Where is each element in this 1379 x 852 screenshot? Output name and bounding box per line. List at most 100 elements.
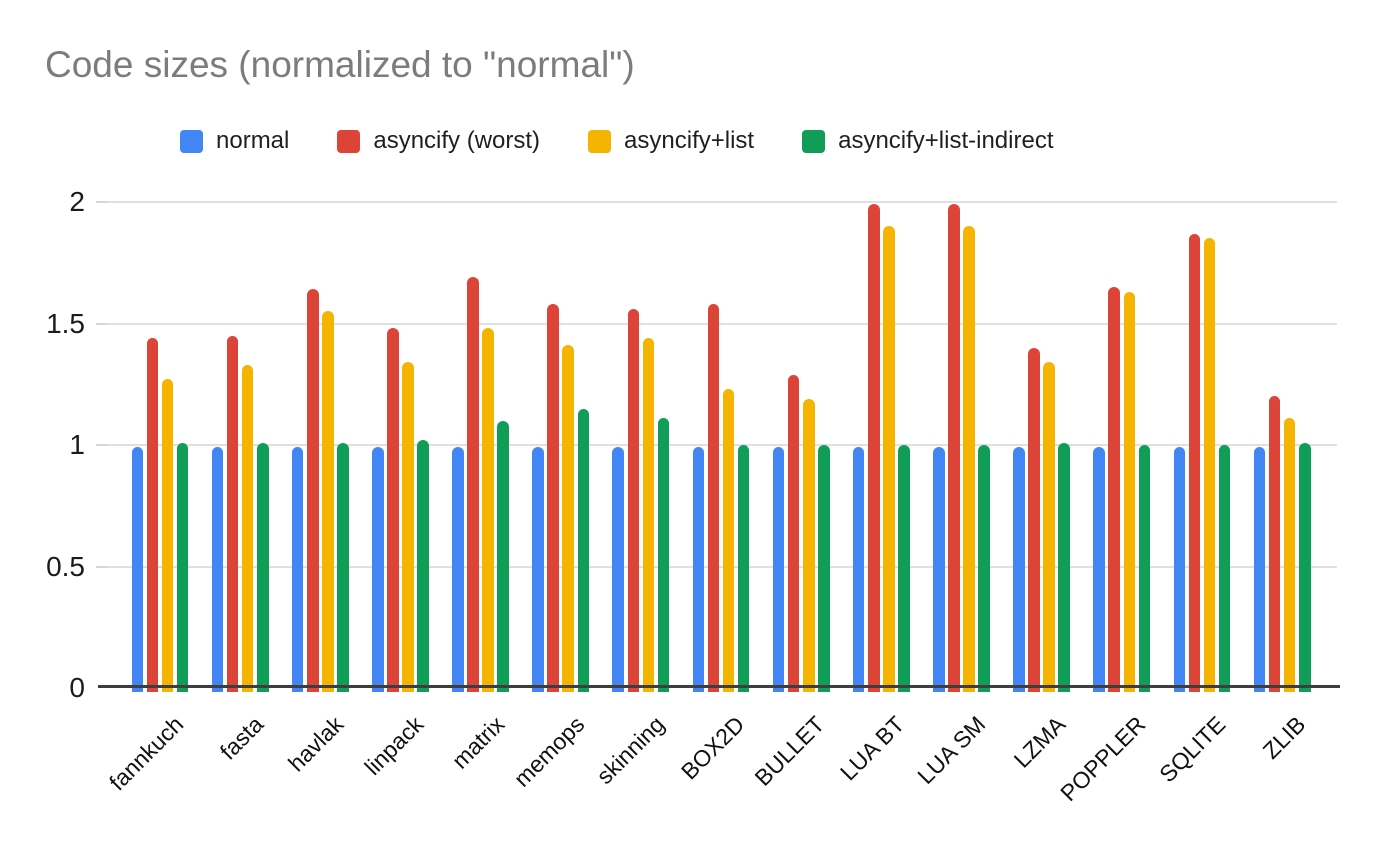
bar-group-linpack [372,328,429,692]
bar-asyncify-worst--LZMA [1028,347,1040,692]
legend-label: normal [216,127,290,154]
legend-label: asyncify+list-indirect [838,127,1054,154]
bar-group-havlak [291,289,349,692]
bar-normal-linpack [372,447,384,692]
bar-asyncify+list-POPPLER [1123,291,1136,692]
bar-group-matrix [452,277,510,692]
bar-asyncify+list-LZMA [1043,362,1055,692]
bar-asyncify+list-SQLITE [1203,238,1216,692]
legend-swatch-icon [588,129,612,153]
ytick-1.5 [96,322,107,325]
bar-asyncify-worst--memops [547,304,559,692]
bar-asyncify+list-indirect-LUA BT [898,445,910,692]
legend-label: asyncify+list [624,127,755,154]
bar-normal-BOX2D [692,447,705,692]
bar-asyncify+list-indirect-matrix [497,420,510,692]
bar-normal-SQLITE [1173,447,1186,692]
bar-asyncify+list-indirect-linpack [417,440,429,692]
bar-asyncify-worst--fasta [226,335,239,692]
bar-asyncify-worst--LUA BT [867,204,880,692]
bar-asyncify+list-indirect-LZMA [1058,442,1071,692]
bar-normal-ZLIB [1253,447,1266,692]
bar-group-LUA BT [852,204,910,692]
bar-group-POPPLER [1093,287,1151,692]
bar-asyncify-worst--SQLITE [1188,233,1201,692]
bar-asyncify+list-indirect-fannkuch [176,442,189,692]
bar-normal-fannkuch [131,447,144,692]
legend-swatch-icon [180,129,203,153]
bar-normal-havlak [291,447,304,692]
bar-group-skinning [612,308,670,692]
y-axis-label-0: 0 [69,672,85,703]
bar-asyncify-worst--BULLET [787,374,800,692]
bar-normal-fasta [211,447,224,692]
bar-normal-matrix [452,447,464,692]
bar-asyncify-worst--skinning [627,308,640,692]
bar-normal-LUA SM [933,447,945,692]
legend-swatch-icon [802,129,826,153]
bar-asyncify-worst--linpack [387,328,399,692]
y-axis-label-2: 2 [69,186,85,217]
bar-asyncify+list-indirect-ZLIB [1298,442,1311,692]
legend-item-1: asyncify (worst) [337,127,540,155]
y-axis-label-0.5: 0.5 [46,550,85,582]
chart-legend: normal asyncify (worst) asyncify+list async… [180,127,1054,155]
bar-group-LUA SM [933,204,990,692]
bar-asyncify+list-havlak [322,311,334,692]
bar-asyncify+list-LUA BT [883,226,895,692]
bar-asyncify+list-matrix [482,328,494,692]
gridline-1.5 [107,322,1337,325]
bar-normal-memops [532,447,544,692]
bar-asyncify+list-fannkuch [161,379,174,692]
x-axis-line [98,685,1340,688]
bar-normal-LUA BT [852,447,865,692]
bar-group-memops [532,304,590,692]
bar-group-ZLIB [1253,396,1311,692]
y-axis-label-1.5: 1.5 [46,307,85,339]
bar-asyncify-worst--POPPLER [1108,287,1121,692]
bar-asyncify+list-indirect-BOX2D [737,445,750,692]
bar-asyncify-worst--LUA SM [948,204,960,692]
bar-group-fannkuch [131,338,189,692]
ytick-0.5 [96,565,107,568]
bar-asyncify+list-indirect-skinning [657,418,670,692]
bar-asyncify+list-indirect-memops [577,408,590,692]
bar-asyncify+list-fasta [241,364,254,692]
bar-asyncify+list-BULLET [802,398,815,692]
bar-asyncify+list-BOX2D [722,389,735,692]
chart-title: Code sizes (normalized to "normal") [45,44,635,85]
bar-normal-skinning [612,447,625,692]
ytick-2 [96,201,107,203]
bar-asyncify+list-memops [562,345,575,692]
gridline-1 [107,444,1337,446]
bar-asyncify+list-LUA SM [963,226,975,692]
legend-item-3: asyncify+list-indirect [802,127,1054,155]
bar-asyncify-worst--havlak [306,289,319,692]
bar-asyncify+list-skinning [642,338,655,692]
y-axis-label-1: 1 [69,429,85,460]
ytick-1 [96,444,107,446]
legend-label: asyncify (worst) [373,127,541,154]
gridline-2 [107,201,1337,203]
bar-asyncify+list-ZLIB [1283,418,1296,692]
legend-swatch-icon [337,129,361,153]
bar-asyncify+list-indirect-LUA SM [978,445,990,692]
bar-asyncify+list-indirect-havlak [337,442,349,692]
bar-asyncify+list-indirect-fasta [256,442,269,692]
bar-asyncify-worst--fannkuch [146,338,159,692]
bar-group-LZMA [1013,347,1071,692]
bar-normal-BULLET [772,447,785,692]
bar-asyncify+list-linpack [402,362,414,692]
bar-group-BOX2D [692,304,750,692]
bar-normal-LZMA [1013,447,1025,692]
bar-asyncify+list-indirect-BULLET [818,445,830,692]
bar-group-SQLITE [1173,233,1231,692]
bar-asyncify+list-indirect-POPPLER [1138,445,1151,692]
bar-asyncify+list-indirect-SQLITE [1218,445,1231,692]
bar-asyncify-worst--BOX2D [707,304,720,692]
bar-asyncify-worst--ZLIB [1268,396,1281,692]
legend-item-0: normal [180,127,289,155]
bar-asyncify-worst--matrix [467,277,479,692]
bar-group-fasta [211,335,269,692]
